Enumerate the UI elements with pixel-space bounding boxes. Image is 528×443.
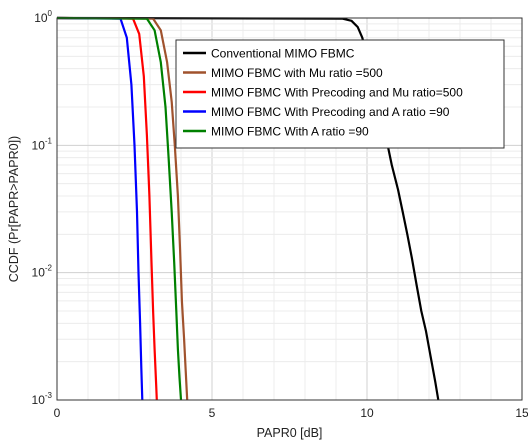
y-tick-label: 100: [34, 9, 52, 25]
series-layer: [56, 16, 440, 401]
x-tick-labels: 0 5 10 15: [54, 406, 528, 420]
y-tick-label: 10-3: [32, 391, 53, 407]
y-tick-label: 10-1: [32, 136, 53, 152]
legend-label-2: MIMO FBMC with Mu ratio =500: [211, 66, 383, 80]
series-line-3: [56, 16, 158, 401]
legend-label-1: Conventional MIMO FBMC: [211, 47, 355, 61]
x-tick-label: 0: [54, 406, 61, 420]
legend-label-3: MIMO FBMC With Precoding and Mu ratio=50…: [211, 86, 463, 100]
series-line-2: [56, 16, 189, 401]
series-line-4: [56, 16, 144, 401]
plot-frame: [56, 17, 523, 401]
series-line-5: [56, 16, 183, 401]
y-tick-label: 10-2: [32, 264, 53, 280]
legend: Conventional MIMO FBMC MIMO FBMC with Mu …: [175, 39, 505, 149]
x-tick-label: 5: [209, 406, 216, 420]
legend-box: [175, 39, 505, 149]
x-axis-label: PAPR0 [dB]: [257, 426, 323, 440]
legend-label-5: MIMO FBMC With A ratio =90: [211, 125, 369, 139]
y-axis-label: CCDF (Pr[PAPR>PAPR0]): [7, 136, 21, 282]
x-tick-label: 10: [360, 406, 374, 420]
x-tick-label: 15: [515, 406, 528, 420]
series-line-1: [56, 16, 440, 401]
legend-label-4: MIMO FBMC With Precoding and A ratio =90: [211, 105, 450, 119]
y-tick-labels: 100 10-1 10-2 10-3: [32, 9, 53, 407]
